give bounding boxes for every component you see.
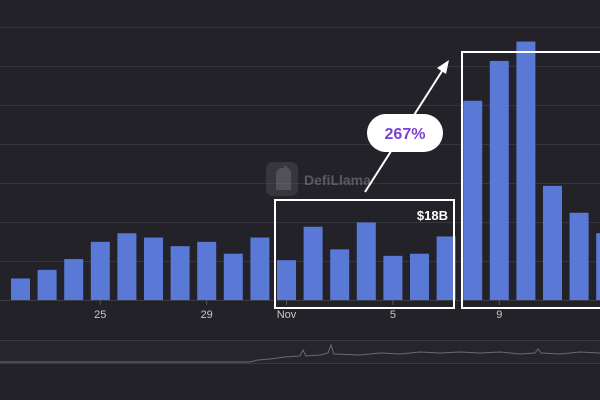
bar[interactable] — [463, 100, 483, 301]
bar[interactable] — [303, 226, 323, 300]
x-tick-label: 25 — [94, 309, 106, 321]
after-highlight-box — [461, 51, 600, 309]
bar[interactable] — [596, 233, 600, 300]
bar[interactable] — [356, 222, 376, 300]
bar[interactable] — [90, 241, 110, 300]
bar[interactable] — [197, 241, 217, 300]
x-tick-label: Nov — [277, 309, 297, 321]
watermark-text: DefiLlama — [304, 172, 371, 188]
bar[interactable] — [436, 236, 456, 300]
bars-group — [11, 41, 600, 301]
brush-background — [0, 340, 600, 364]
x-tick-label: 9 — [496, 309, 502, 321]
grid-lines — [0, 27, 600, 301]
bar[interactable] — [117, 233, 137, 300]
bar[interactable] — [277, 260, 296, 300]
bar[interactable] — [37, 269, 57, 300]
bar[interactable] — [383, 255, 403, 300]
bar[interactable] — [11, 278, 30, 300]
watermark: DefiLlama — [266, 162, 371, 196]
bar[interactable] — [489, 60, 509, 300]
brush-mini-chart — [0, 343, 600, 363]
x-tick-label: 5 — [390, 309, 396, 321]
llama-logo-icon — [266, 162, 298, 196]
bar[interactable] — [223, 253, 243, 300]
value-label: $18B — [417, 208, 448, 223]
growth-label: 267% — [385, 126, 426, 143]
bar[interactable] — [144, 237, 163, 300]
growth-badge: 267% — [367, 114, 443, 152]
bar[interactable] — [64, 259, 84, 300]
x-tick-labels: 25 29 Nov 5 9 — [94, 300, 502, 321]
before-highlight-box — [274, 199, 455, 309]
bar[interactable] — [543, 185, 562, 300]
range-brush[interactable] — [0, 340, 600, 364]
bar[interactable] — [330, 249, 350, 300]
x-tick-label: 29 — [201, 309, 213, 321]
bar[interactable] — [569, 212, 589, 300]
bar[interactable] — [170, 246, 190, 300]
bar[interactable] — [410, 253, 429, 300]
bar[interactable] — [250, 237, 270, 300]
bar[interactable] — [516, 41, 536, 301]
